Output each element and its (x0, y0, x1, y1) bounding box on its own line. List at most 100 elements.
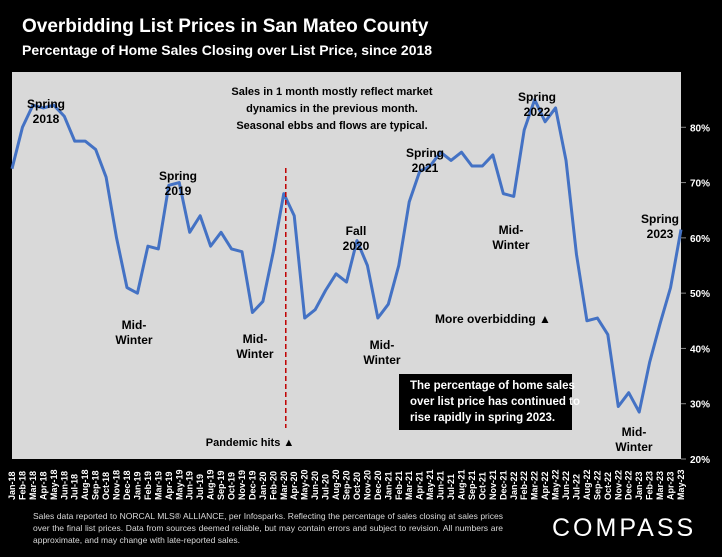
y-tick-label: 50% (690, 289, 710, 300)
x-tick-label: Feb-23 (645, 471, 655, 500)
x-tick-label: Jul-20 (321, 474, 331, 500)
x-tick-label: Jun-18 (59, 471, 69, 500)
x-tick-label: Mar-22 (530, 471, 540, 500)
x-tick-label: May-22 (551, 469, 561, 500)
annotation-pandemic: Pandemic hits ▲ (206, 437, 295, 449)
annotation-mid-winter: Mid- (499, 223, 524, 237)
annotation-mid-winter: Winter (492, 238, 530, 252)
x-tick-label: Apr-20 (289, 471, 299, 500)
annotation-spring-2022: 2022 (524, 105, 551, 119)
annotation-mid-winter: Winter (115, 333, 153, 347)
x-tick-label: Jan-19 (132, 471, 142, 500)
annotation-mid-winter: Winter (236, 347, 274, 361)
x-tick-label: Nov-19 (237, 470, 247, 500)
annotation-overbidding: More overbidding ▲ (435, 312, 551, 326)
annotation-market-note: Seasonal ebbs and flows are typical. (236, 120, 427, 132)
x-tick-label: Oct-18 (101, 472, 111, 500)
annotation-spring-2019: Spring (159, 169, 197, 183)
annotation-mid-winter: Mid- (622, 425, 647, 439)
x-tick-label: Aug-21 (456, 469, 466, 500)
x-tick-label: Mar-21 (404, 471, 414, 500)
y-tick-label: 70% (690, 179, 710, 190)
annotation-spring-2023: 2023 (647, 227, 674, 241)
y-tick-label: 80% (690, 123, 710, 134)
x-tick-label: Apr-18 (38, 471, 48, 500)
x-tick-label: Feb-19 (143, 471, 153, 500)
x-tick-label: Mar-20 (279, 471, 289, 500)
chart-subtitle: Percentage of Home Sales Closing over Li… (22, 42, 433, 58)
x-tick-label: Nov-21 (488, 470, 498, 500)
x-tick-label: Sep-21 (467, 470, 477, 500)
annotation-market-note: Sales in 1 month mostly reflect market (231, 86, 432, 98)
x-tick-label: Oct-19 (227, 472, 237, 500)
x-tick-label: Aug-22 (582, 469, 592, 500)
x-tick-label: Jan-21 (383, 471, 393, 500)
x-tick-label: Dec-21 (498, 470, 508, 500)
annotation-mid-winter: Mid- (122, 318, 147, 332)
annotation-spring-2021: Spring (406, 146, 444, 160)
x-tick-label: Feb-22 (519, 471, 529, 500)
x-tick-label: Jun-21 (436, 471, 446, 500)
annotation-mid-winter: Mid- (370, 338, 395, 352)
y-tick-label: 30% (690, 400, 710, 411)
x-tick-label: Feb-18 (17, 471, 27, 500)
annotation-market-note: dynamics in the previous month. (246, 103, 418, 115)
x-tick-label: Aug-20 (331, 469, 341, 500)
x-tick-label: Jul-18 (70, 474, 80, 500)
x-tick-label: Mar-23 (655, 471, 665, 500)
x-tick-label: Sep-22 (592, 470, 602, 500)
annotation-fall-2020: 2020 (343, 239, 370, 253)
annotation-spring-2022: Spring (518, 90, 556, 104)
x-tick-label: Aug-19 (206, 469, 216, 500)
x-tick-label: Mar-19 (153, 471, 163, 500)
x-tick-label: Jun-19 (185, 471, 195, 500)
x-tick-label: Jan-20 (258, 471, 268, 500)
x-tick-label: Jul-21 (446, 474, 456, 500)
x-tick-label: Nov-22 (613, 470, 623, 500)
x-tick-label: Nov-20 (362, 470, 372, 500)
annotation-mid-winter: Mid- (243, 332, 268, 346)
x-tick-label: Jul-19 (195, 474, 205, 500)
x-tick-label: Dec-19 (247, 470, 257, 500)
annotation-fall-2020: Fall (346, 224, 367, 238)
x-tick-label: Apr-23 (666, 471, 676, 500)
x-tick-label: Jan-23 (634, 471, 644, 500)
callout-text: The percentage of home sales (410, 380, 575, 392)
x-tick-label: Jul-22 (571, 474, 581, 500)
x-tick-label: Oct-22 (603, 472, 613, 500)
annotation-spring-2021: 2021 (412, 161, 439, 175)
x-tick-label: Sep-18 (91, 470, 101, 500)
callout-text: over list price has continued to (410, 396, 580, 408)
annotation-mid-winter: Winter (363, 353, 401, 367)
callout-box (399, 374, 572, 430)
x-tick-label: Feb-21 (394, 471, 404, 500)
annotation-spring-2018: 2018 (33, 112, 60, 126)
x-tick-label: May-23 (676, 469, 686, 500)
chart-title: Overbidding List Prices in San Mateo Cou… (22, 16, 429, 37)
x-tick-label: May-19 (174, 469, 184, 500)
annotation-mid-winter: Winter (615, 440, 653, 454)
x-tick-label: May-20 (300, 469, 310, 500)
x-tick-label: Sep-20 (342, 470, 352, 500)
x-tick-label: Apr-22 (540, 471, 550, 500)
annotation-spring-2018: Spring (27, 97, 65, 111)
x-tick-label: Dec-20 (373, 470, 383, 500)
callout-text: rise rapidly in spring 2023. (410, 412, 555, 424)
x-tick-label: Dec-18 (122, 470, 132, 500)
y-tick-label: 20% (690, 455, 710, 466)
x-tick-label: Sep-19 (216, 470, 226, 500)
x-tick-label: Oct-21 (477, 472, 487, 500)
x-tick-label: Mar-18 (28, 471, 38, 500)
x-tick-label: Jan-18 (7, 471, 17, 500)
annotation-spring-2019: 2019 (165, 184, 192, 198)
footnote: Sales data reported to NORCAL MLS® ALLIA… (33, 511, 503, 545)
y-tick-label: 60% (690, 234, 710, 245)
x-tick-label: Apr-21 (415, 471, 425, 500)
x-tick-label: Jan-22 (509, 471, 519, 500)
x-tick-label: Dec-22 (624, 470, 634, 500)
x-tick-label: Feb-20 (268, 471, 278, 500)
x-tick-label: Jun-22 (561, 471, 571, 500)
x-tick-label: Aug-18 (80, 469, 90, 500)
x-tick-label: May-18 (49, 469, 59, 500)
